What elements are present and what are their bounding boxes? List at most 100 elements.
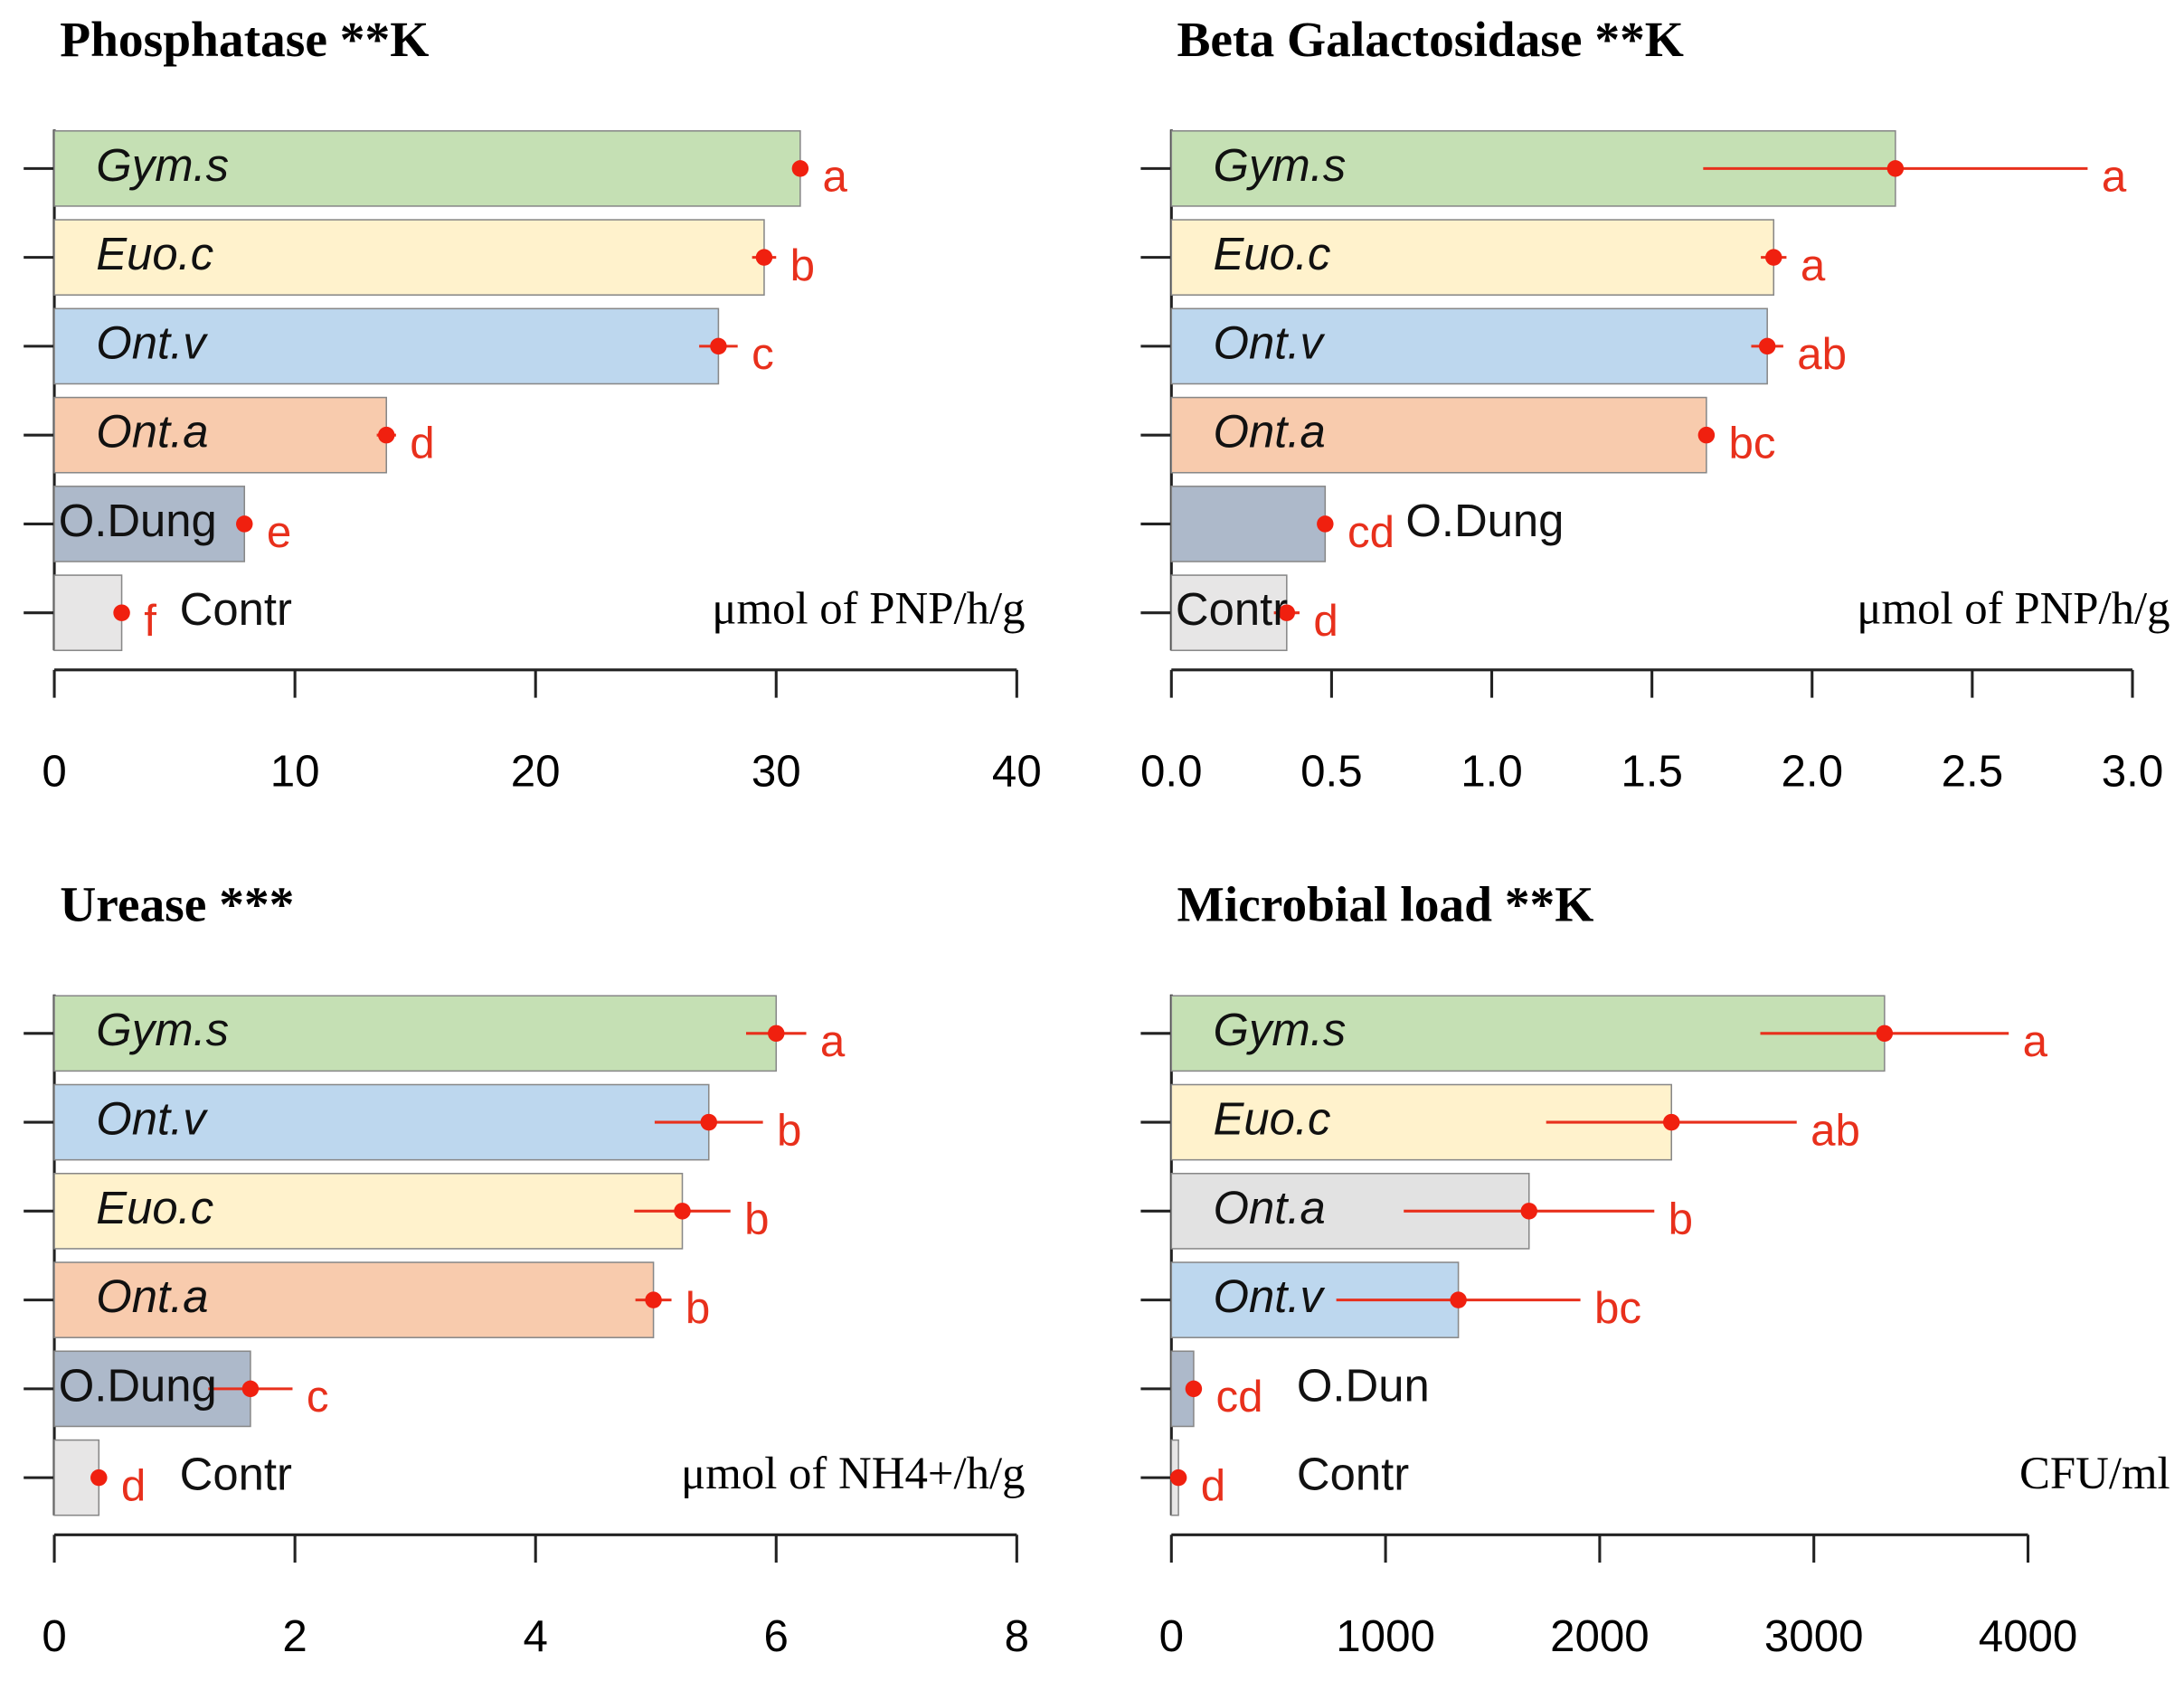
significance-letter: cd xyxy=(1347,507,1395,557)
category-label: Ont.v xyxy=(1213,316,1325,368)
bar xyxy=(1170,574,1288,652)
x-tick-label: 2.5 xyxy=(1942,746,2004,796)
category-label: Gym.s xyxy=(96,139,229,191)
x-tick-label: 20 xyxy=(511,746,561,796)
category-label: O.Dun xyxy=(1297,1359,1430,1411)
mean-point xyxy=(113,604,130,621)
x-tick-label: 1.0 xyxy=(1461,746,1523,796)
mean-point xyxy=(1886,160,1905,177)
category-label: Ont.v xyxy=(96,1092,208,1144)
bar xyxy=(53,130,801,207)
mean-point xyxy=(755,249,773,266)
mean-point xyxy=(791,160,809,177)
significance-letter: b xyxy=(790,241,815,290)
category-label: Euo.c xyxy=(1213,228,1330,279)
bar xyxy=(1170,307,1768,385)
mean-point xyxy=(1662,1113,1680,1131)
chart-title: Beta Galactosidase **K xyxy=(1177,12,1684,67)
x-tick-label: 1000 xyxy=(1336,1611,1435,1661)
significance-letter: ab xyxy=(1797,329,1847,379)
significance-letter: a xyxy=(2023,1016,2048,1066)
unit-label: μmol of NH4+/h/g xyxy=(681,1448,1026,1498)
significance-letter: b xyxy=(1669,1195,1693,1244)
significance-letter: c xyxy=(307,1372,329,1421)
mean-point xyxy=(1278,604,1296,621)
x-tick-label: 4000 xyxy=(1979,1611,2078,1661)
x-tick-label: 3000 xyxy=(1764,1611,1864,1661)
x-tick-label: 1.5 xyxy=(1621,746,1682,796)
category-label: O.Dung xyxy=(1405,495,1564,546)
x-tick-label: 10 xyxy=(270,746,320,796)
mean-point xyxy=(768,1025,785,1043)
x-tick-label: 8 xyxy=(1005,1611,1029,1661)
x-tick-label: 2000 xyxy=(1550,1611,1650,1661)
mean-point xyxy=(674,1203,691,1220)
significance-letter: d xyxy=(1201,1460,1225,1510)
bar xyxy=(53,307,720,385)
category-label: Euo.c xyxy=(96,1182,213,1233)
category-label: Ont.a xyxy=(96,406,208,458)
bar xyxy=(53,1261,655,1338)
category-label: Euo.c xyxy=(1213,1092,1330,1144)
category-label: Contr xyxy=(1297,1449,1409,1500)
category-label: Ont.v xyxy=(1213,1270,1325,1322)
significance-letter: a xyxy=(2102,152,2127,202)
bar xyxy=(53,574,123,652)
x-tick-label: 0.5 xyxy=(1300,746,1363,796)
mean-point xyxy=(236,515,253,533)
mean-point xyxy=(1450,1291,1467,1308)
significance-letter: a xyxy=(820,1016,846,1066)
mean-point xyxy=(90,1469,108,1487)
category-label: Gym.s xyxy=(1213,1004,1346,1055)
unit-label: CFU/ml xyxy=(2019,1448,2170,1498)
x-tick-label: 0 xyxy=(42,1611,66,1661)
x-tick-label: 40 xyxy=(992,746,1042,796)
unit-label: μmol of PNP/h/g xyxy=(1857,582,2170,633)
mean-point xyxy=(710,337,727,355)
mean-point xyxy=(1758,337,1776,355)
significance-letter: bc xyxy=(1729,418,1776,467)
bar xyxy=(1170,396,1707,474)
x-tick-label: 0 xyxy=(1159,1611,1184,1661)
x-tick-label: 0.0 xyxy=(1140,746,1203,796)
bar xyxy=(53,1083,710,1161)
chart-title: Microbial load **K xyxy=(1177,876,1593,931)
mean-point xyxy=(645,1291,662,1308)
chart-title: Urease *** xyxy=(60,876,294,931)
category-label: Euo.c xyxy=(96,228,213,279)
category-label: Gym.s xyxy=(1213,139,1346,191)
category-label: Ont.a xyxy=(96,1270,208,1322)
bar xyxy=(53,995,778,1072)
x-tick-label: 4 xyxy=(523,1611,547,1661)
bar xyxy=(53,486,246,562)
category-label: Gym.s xyxy=(96,1004,229,1055)
significance-letter: a xyxy=(823,152,848,202)
category-label: Ont.a xyxy=(1213,1182,1325,1233)
x-tick-label: 0 xyxy=(42,746,66,796)
significance-letter: e xyxy=(267,507,291,557)
mean-point xyxy=(700,1113,718,1131)
x-tick-label: 30 xyxy=(752,746,801,796)
mean-point xyxy=(1185,1380,1203,1398)
significance-letter: d xyxy=(1313,596,1338,646)
x-tick-label: 6 xyxy=(764,1611,789,1661)
mean-point xyxy=(1520,1203,1537,1220)
significance-letter: b xyxy=(685,1283,710,1333)
category-label: O.Dung xyxy=(59,1359,217,1411)
significance-letter: c xyxy=(752,329,774,379)
significance-letter: d xyxy=(410,418,434,467)
bar xyxy=(53,219,765,296)
bar xyxy=(1170,219,1775,296)
category-label: O.Dung xyxy=(59,495,217,546)
significance-letter: a xyxy=(1801,241,1826,290)
category-label: Ont.v xyxy=(96,316,208,368)
mean-point xyxy=(241,1380,260,1398)
mean-point xyxy=(377,426,395,444)
significance-letter: f xyxy=(144,596,156,646)
significance-letter: ab xyxy=(1811,1105,1860,1155)
category-label: Ont.a xyxy=(1213,406,1325,458)
category-label: Contr xyxy=(180,583,292,635)
significance-letter: d xyxy=(121,1460,146,1510)
x-tick-label: 3.0 xyxy=(2102,746,2164,796)
